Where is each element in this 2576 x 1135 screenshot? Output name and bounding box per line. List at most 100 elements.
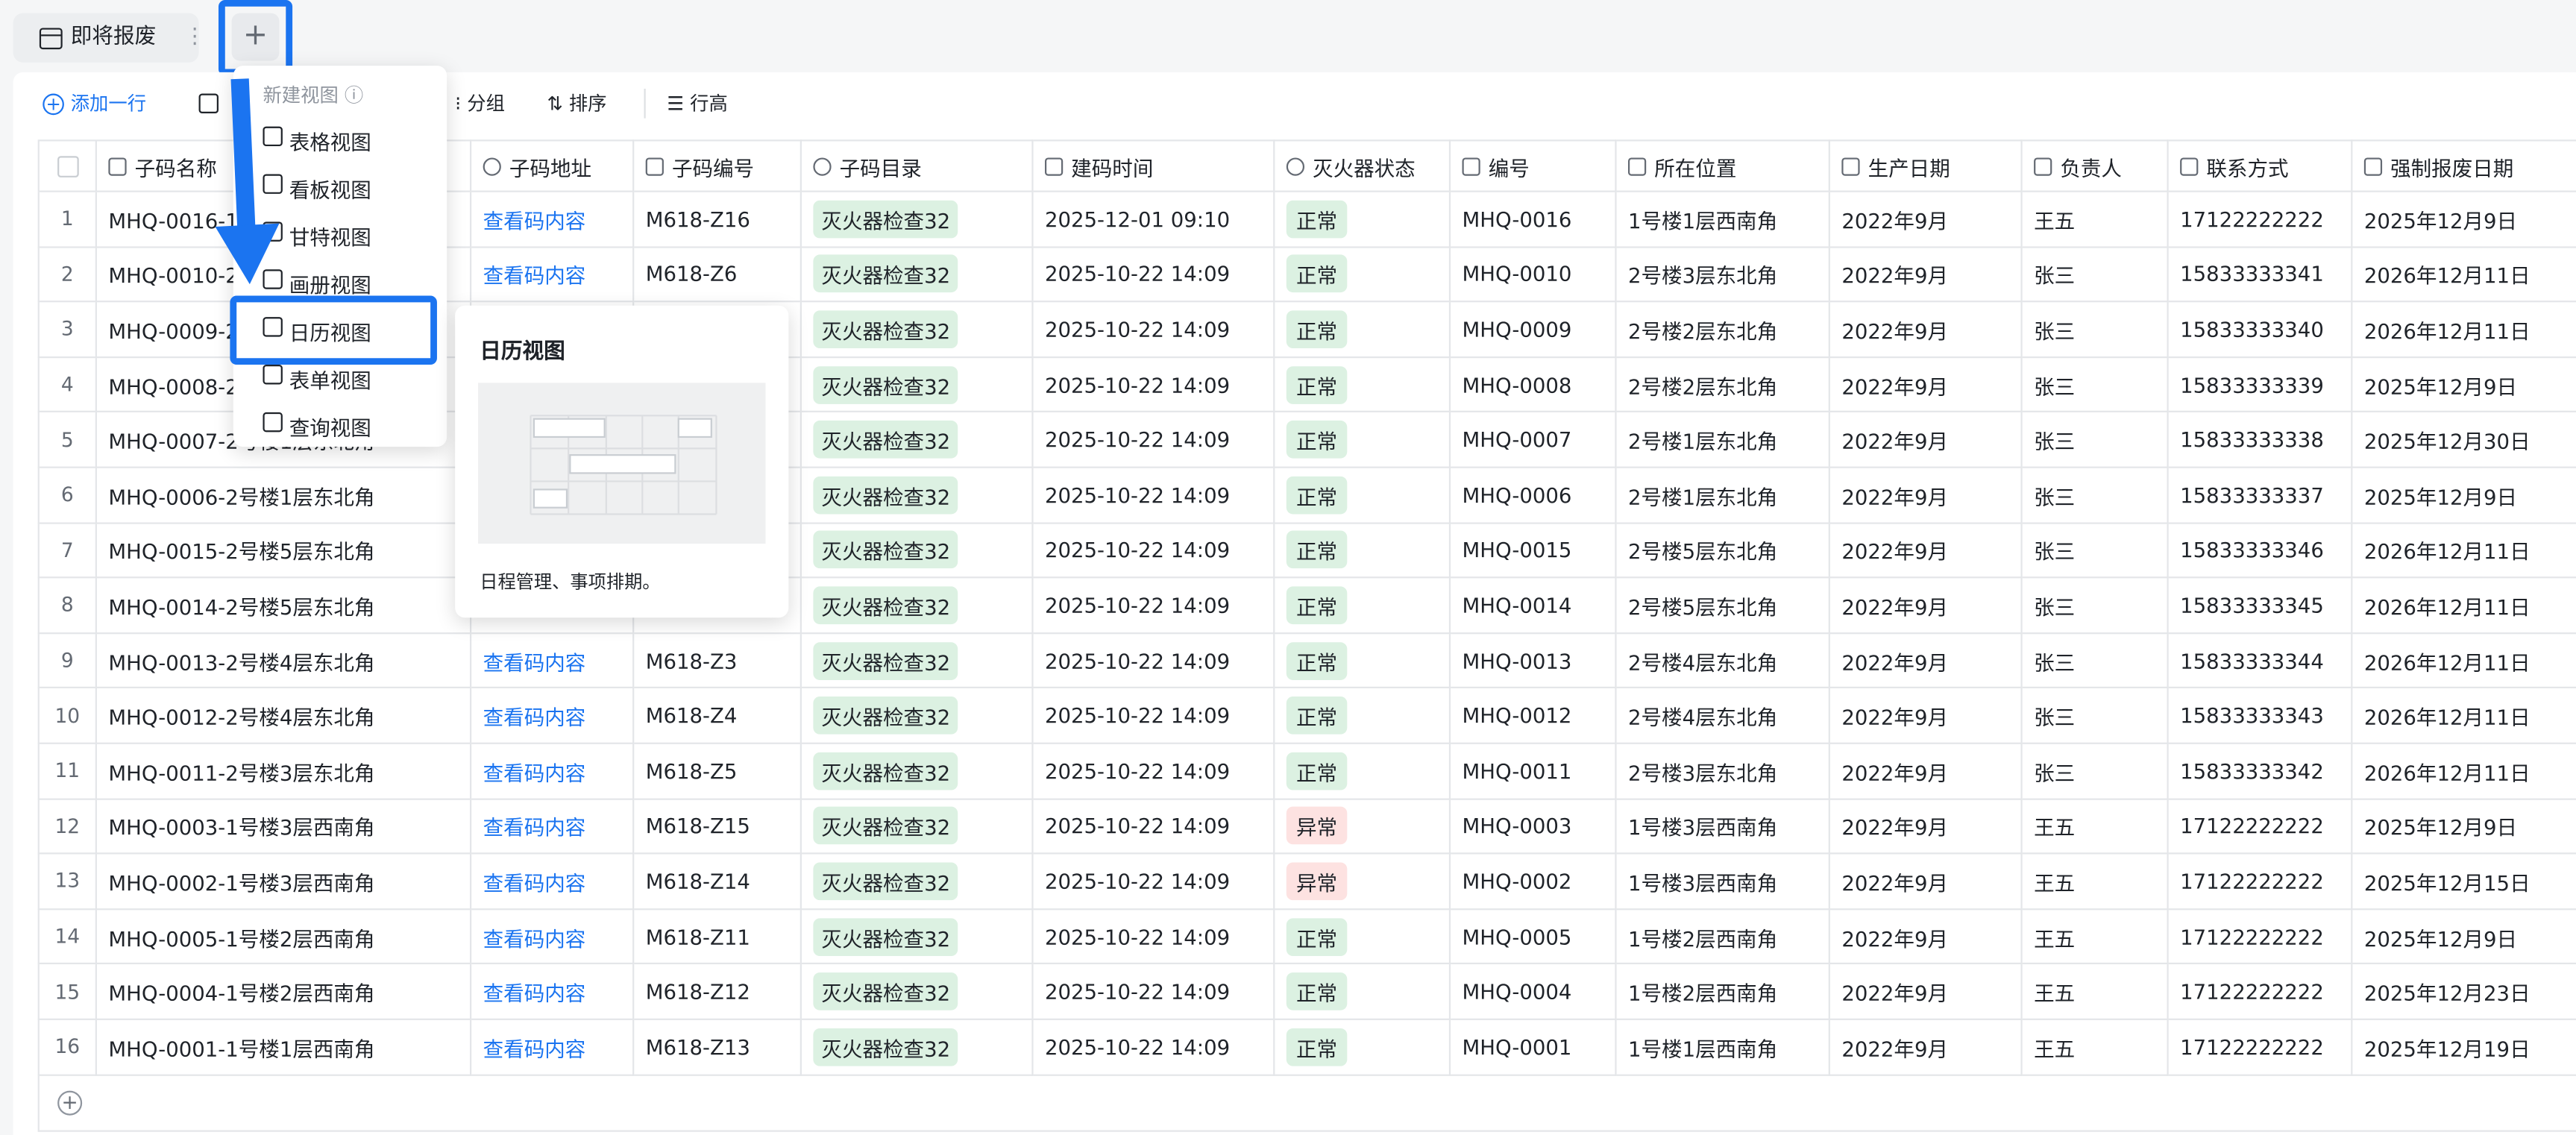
view-tab[interactable]: 即将报废 ⋮ — [13, 13, 205, 63]
catalog-tag: 灭火器检查32 — [813, 862, 959, 901]
table-cell: 异常 — [1275, 799, 1451, 855]
cell-text: 2025-10-22 14:09 — [1044, 924, 1231, 949]
table-cell: 灭火器检查32 — [801, 854, 1034, 910]
table-cell: 张三 — [2022, 468, 2169, 524]
add-row-icon[interactable]: + — [57, 1090, 83, 1115]
add-row-button[interactable]: + 添加一行 — [43, 92, 146, 116]
cell-text: 2025-10-22 14:09 — [1044, 427, 1231, 453]
sort-button[interactable]: ⇅ 排序 — [547, 92, 607, 116]
sort-label: 排序 — [568, 92, 607, 116]
code-link[interactable]: 查看码内容 — [483, 705, 586, 730]
table-cell: 17122222222 — [2168, 964, 2353, 1020]
column-type-icon — [2363, 157, 2383, 175]
table-cell: 15833333340 — [2168, 302, 2353, 358]
cell-text: 2026年12月11日 — [2363, 650, 2531, 675]
cell-text: 17122222222 — [2180, 924, 2324, 949]
table-cell: MHQ-0008 — [1451, 357, 1617, 413]
table-cell: 2025-10-22 14:09 — [1033, 1019, 1275, 1075]
cell-text: M618-Z13 — [645, 1034, 750, 1060]
cell-text: MHQ-0015 — [1462, 538, 1572, 563]
table-cell: M618-Z3 — [634, 633, 802, 689]
grid-icon[interactable] — [198, 93, 219, 113]
menu-item[interactable]: 表格视图 — [289, 130, 371, 155]
code-link[interactable]: 查看码内容 — [483, 1036, 586, 1061]
table-cell: 2号楼5层东北角 — [1616, 578, 1830, 634]
row-index: 4 — [37, 357, 97, 413]
cell-text: 2026年12月11日 — [2363, 705, 2531, 730]
menu-item[interactable]: 甘特视图 — [289, 224, 371, 250]
table-cell: 正常 — [1275, 192, 1451, 248]
menu-item[interactable]: 日历视图 — [289, 320, 371, 345]
code-link[interactable]: 查看码内容 — [483, 650, 586, 675]
table-cell: 2025-10-22 14:09 — [1033, 578, 1275, 634]
table-cell: 正常 — [1275, 1019, 1451, 1075]
preview-description: 日程管理、事项排期。 — [480, 571, 661, 594]
cell-text: MHQ-0014-2号楼5层东北角 — [108, 594, 375, 620]
table-cell: 2025年12月9日 — [2352, 468, 2576, 524]
cell-text: 2026年12月11日 — [2363, 263, 2531, 289]
menu-item[interactable]: 画册视图 — [289, 272, 371, 298]
select-all-checkbox[interactable] — [56, 155, 78, 177]
cell-text: 15833333346 — [2180, 538, 2324, 563]
table-cell: 2022年9月 — [1829, 854, 2023, 910]
table-cell: 2025-10-22 14:09 — [1033, 412, 1275, 468]
code-link[interactable]: 查看码内容 — [483, 208, 586, 233]
cell-text: MHQ-0005-1号楼2层西南角 — [108, 925, 375, 951]
cell-text: 2号楼4层东北角 — [1627, 650, 1778, 675]
row-index: 7 — [37, 523, 97, 579]
menu-item[interactable]: 查询视图 — [289, 415, 371, 441]
table-cell: 查看码内容 — [471, 743, 635, 799]
code-link[interactable]: 查看码内容 — [483, 925, 586, 951]
header-label: 子码地址 — [509, 155, 592, 180]
cell-text: 张三 — [2034, 429, 2076, 454]
table-cell: 2025-10-22 14:09 — [1033, 468, 1275, 524]
status-tag: 正常 — [1286, 1028, 1348, 1066]
header-label: 子码名称 — [134, 155, 217, 180]
table-cell: 灭火器检查32 — [801, 468, 1034, 524]
table-cell: 2022年9月 — [1829, 1019, 2023, 1075]
cell-text: 王五 — [2034, 208, 2076, 233]
menu-item[interactable]: 表单视图 — [289, 368, 371, 393]
table-cell: 15833333343 — [2168, 688, 2353, 744]
highlight-box — [230, 295, 437, 365]
divider — [644, 88, 646, 119]
group-button[interactable]: ⁝ 分组 — [455, 92, 505, 116]
menu-item[interactable]: 看板视图 — [289, 177, 371, 202]
table-cell: MHQ-0002 — [1451, 854, 1617, 910]
table-cell: 17122222222 — [2168, 192, 2353, 248]
cell-text: MHQ-0008 — [1462, 372, 1572, 397]
header-label: 所在位置 — [1654, 155, 1737, 180]
cell-text: 15833333338 — [2180, 427, 2324, 453]
catalog-tag: 灭火器检查32 — [813, 255, 959, 293]
cell-text: 2号楼3层东北角 — [1627, 263, 1778, 289]
cell-text: 王五 — [2034, 925, 2076, 951]
table-cell: 张三 — [2022, 688, 2169, 744]
cell-text: MHQ-0002-1号楼3层西南角 — [108, 870, 375, 896]
code-link[interactable]: 查看码内容 — [483, 870, 586, 896]
code-link[interactable]: 查看码内容 — [483, 815, 586, 840]
row-height-button[interactable]: ☰ 行高 — [667, 92, 728, 116]
column-type-icon — [1286, 157, 1305, 175]
table-cell: 2025年12月15日 — [2352, 855, 2576, 910]
code-link[interactable]: 查看码内容 — [483, 263, 586, 289]
table-cell: 灭火器检查32 — [801, 192, 1034, 248]
catalog-tag: 灭火器检查32 — [813, 972, 959, 1011]
cell-text: M618-Z14 — [645, 869, 750, 894]
table-cell: 查看码内容 — [471, 799, 635, 855]
cell-text: 2号楼1层东北角 — [1627, 429, 1778, 454]
code-link[interactable]: 查看码内容 — [483, 981, 586, 1006]
table-cell: 2022年9月 — [1829, 247, 2023, 303]
table-cell: 灭火器检查32 — [801, 578, 1034, 634]
cell-text: 2022年9月 — [1841, 925, 1949, 951]
header-label: 灭火器状态 — [1313, 155, 1416, 180]
add-view-button[interactable]: + — [231, 13, 280, 61]
code-link[interactable]: 查看码内容 — [483, 760, 586, 785]
table-cell: 15833333342 — [2168, 743, 2353, 799]
table-cell: 灭火器检查32 — [801, 633, 1034, 689]
cell-text: 2022年9月 — [1841, 1036, 1949, 1061]
header-label: 联系方式 — [2206, 155, 2289, 180]
table-cell: 2025-10-22 14:09 — [1033, 302, 1275, 358]
table-cell: 灭火器检查32 — [801, 964, 1034, 1020]
cell-text: 2025年12月30日 — [2363, 429, 2531, 454]
